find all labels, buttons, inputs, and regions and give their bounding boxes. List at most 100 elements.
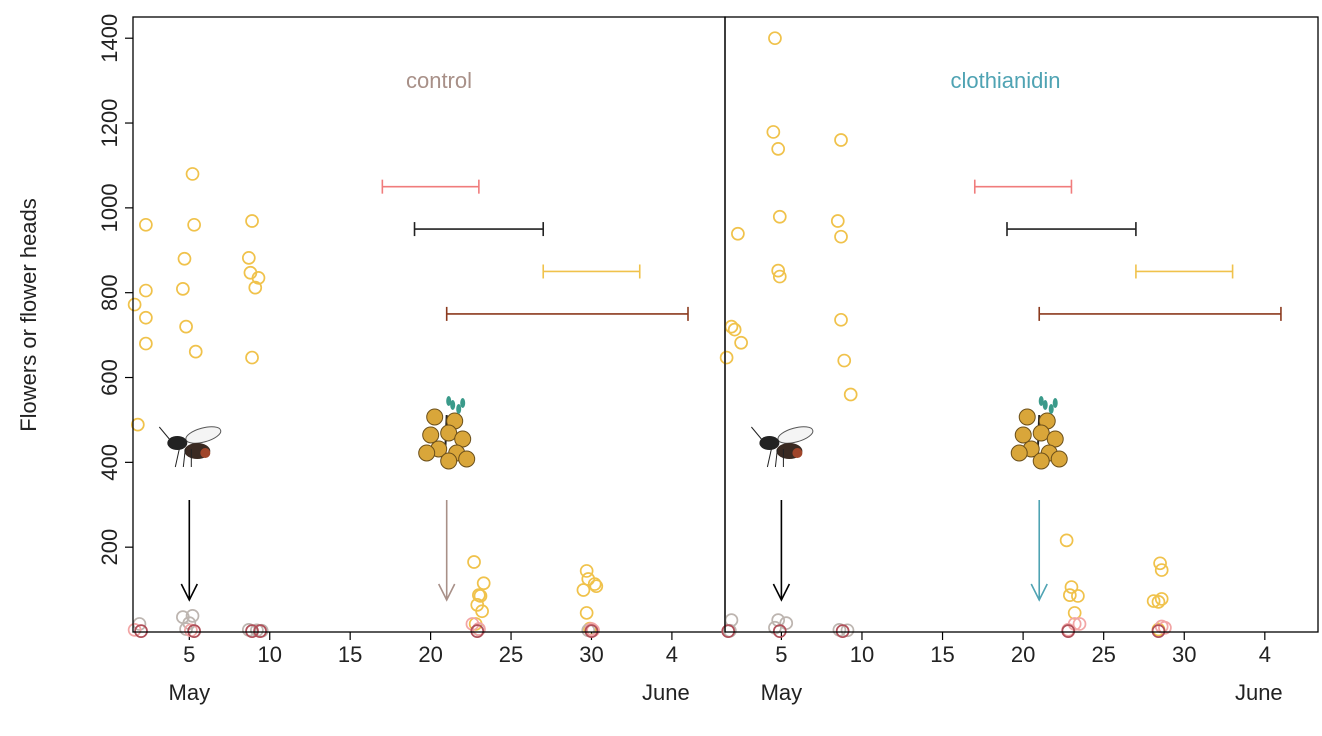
interval <box>1039 307 1281 321</box>
point <box>140 338 152 350</box>
bee-antenna <box>751 427 761 439</box>
x-tick-label: 25 <box>1091 642 1115 667</box>
point <box>772 143 784 155</box>
x-tick-label: 30 <box>1172 642 1196 667</box>
y-tick-label: 1000 <box>97 183 122 232</box>
flower-petal <box>1015 427 1031 443</box>
y-tick-label: 1400 <box>97 14 122 63</box>
point <box>767 126 779 138</box>
arrow <box>181 500 197 600</box>
flower-bud <box>456 404 461 414</box>
point <box>838 355 850 367</box>
interval <box>415 222 544 236</box>
point <box>1156 564 1168 576</box>
bee-wing <box>776 424 814 447</box>
flower-petal <box>1051 451 1067 467</box>
x-tick-label: 25 <box>499 642 523 667</box>
point <box>180 321 192 333</box>
panel-title: clothianidin <box>950 68 1060 93</box>
interval <box>1007 222 1136 236</box>
flower-bud <box>1053 398 1058 408</box>
x-tick-label: 20 <box>1011 642 1035 667</box>
point <box>1072 590 1084 602</box>
interval <box>447 307 688 321</box>
point <box>835 314 847 326</box>
point <box>732 228 744 240</box>
flower-petal <box>1019 409 1035 425</box>
y-tick-label: 1200 <box>97 99 122 148</box>
point <box>140 312 152 324</box>
plot-frame <box>725 17 1318 632</box>
month-label: May <box>761 680 803 705</box>
arrow <box>773 500 789 600</box>
point <box>246 352 258 364</box>
flower-petal <box>1011 445 1027 461</box>
bee-leg <box>183 449 185 467</box>
point <box>835 134 847 146</box>
x-tick-label: 5 <box>183 642 195 667</box>
point <box>774 211 786 223</box>
interval <box>382 180 479 194</box>
x-tick-label: 20 <box>418 642 442 667</box>
point <box>581 607 593 619</box>
point <box>190 346 202 358</box>
bee-body <box>167 436 187 450</box>
x-tick-label: 15 <box>338 642 362 667</box>
plot-frame <box>133 17 725 632</box>
flower-bud <box>1039 396 1044 406</box>
x-tick-label: 4 <box>666 642 678 667</box>
x-tick-label: 10 <box>850 642 874 667</box>
interval <box>1136 264 1233 278</box>
point <box>188 219 200 231</box>
panel-title: control <box>406 68 472 93</box>
point <box>177 283 189 295</box>
panel: 510152025304MayJune200400600800100012001… <box>16 14 725 705</box>
month-label: May <box>169 680 211 705</box>
point <box>140 285 152 297</box>
flower-petal <box>459 451 475 467</box>
point <box>735 337 747 349</box>
point <box>832 215 844 227</box>
flower-petal <box>441 453 457 469</box>
point <box>178 253 190 265</box>
arrow <box>439 500 455 600</box>
flower-petal <box>423 427 439 443</box>
flower-petal <box>1033 453 1049 469</box>
point <box>140 219 152 231</box>
point <box>845 388 857 400</box>
flower-bud <box>1049 404 1054 414</box>
point <box>468 556 480 568</box>
point <box>243 252 255 264</box>
y-tick-label: 800 <box>97 274 122 311</box>
bee-body <box>759 436 779 450</box>
x-tick-label: 10 <box>257 642 281 667</box>
arrow <box>1031 500 1047 600</box>
point <box>769 32 781 44</box>
bee-leg <box>775 449 777 467</box>
point <box>835 231 847 243</box>
point <box>721 352 733 364</box>
point <box>129 299 141 311</box>
bee-leg <box>767 449 771 467</box>
y-tick-label: 400 <box>97 444 122 481</box>
bee-tail <box>792 448 802 458</box>
point <box>1156 593 1168 605</box>
point <box>478 577 490 589</box>
y-tick-label: 200 <box>97 529 122 566</box>
flower-petal <box>419 445 435 461</box>
flower-bud <box>460 398 465 408</box>
y-tick-label: 600 <box>97 359 122 396</box>
point <box>772 614 784 626</box>
interval <box>543 264 640 278</box>
flower-bud <box>446 396 451 406</box>
x-tick-label: 5 <box>775 642 787 667</box>
point <box>725 321 737 333</box>
bee-tail <box>200 448 210 458</box>
flower-petal <box>427 409 443 425</box>
month-label: June <box>642 680 690 705</box>
x-tick-label: 4 <box>1259 642 1271 667</box>
point <box>246 215 258 227</box>
point <box>729 324 741 336</box>
interval <box>975 180 1072 194</box>
